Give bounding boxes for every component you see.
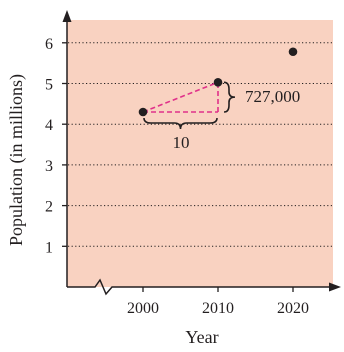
y-tick-label-6: 6 [45, 36, 53, 53]
vertical-change-label: 727,000 [245, 87, 300, 106]
rise-brace [223, 81, 236, 113]
x-axis-line [67, 278, 330, 296]
y-tick-label-5: 5 [45, 77, 53, 94]
y-axis-arrow [62, 10, 72, 22]
data-point-2010 [213, 77, 223, 87]
y-tick-label-4: 4 [45, 117, 53, 134]
data-point-2020 [288, 47, 298, 57]
x-axis-arrow [329, 282, 341, 292]
x-tick-label-2000: 2000 [127, 300, 159, 317]
run-brace [143, 117, 218, 130]
y-tick-label-2: 2 [45, 199, 53, 216]
y-axis-title: Population (in millions) [6, 74, 27, 246]
x-axis-title: Year [185, 327, 218, 347]
y-tick-label-3: 3 [45, 158, 53, 175]
slope-hypotenuse [142, 81, 219, 113]
x-tick-label-2020: 2020 [277, 300, 309, 317]
plot-background [67, 20, 333, 287]
data-point-2000 [138, 107, 148, 117]
horizontal-change-label: 10 [173, 133, 190, 152]
y-tick-label-1: 1 [45, 239, 53, 256]
x-tick-label-2010: 2010 [202, 300, 234, 317]
